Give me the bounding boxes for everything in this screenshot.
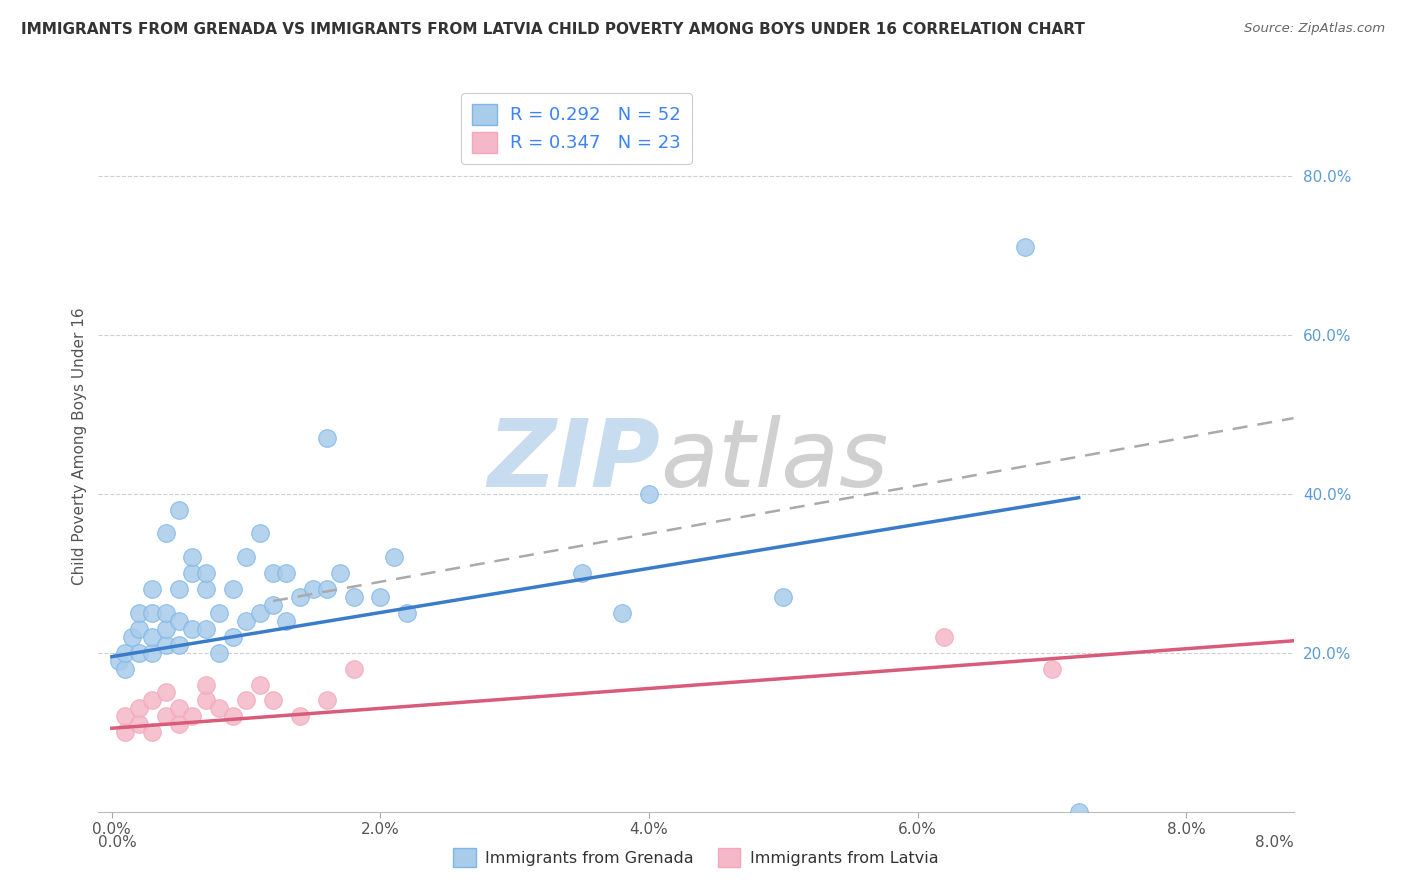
Point bbox=[114, 646, 136, 660]
Legend: Immigrants from Grenada, Immigrants from Latvia: Immigrants from Grenada, Immigrants from… bbox=[447, 842, 945, 873]
Point bbox=[249, 606, 271, 620]
Point bbox=[396, 606, 419, 620]
Point bbox=[155, 526, 177, 541]
Point bbox=[128, 701, 150, 715]
Point bbox=[1014, 240, 1036, 254]
Point bbox=[167, 717, 190, 731]
Point bbox=[167, 502, 190, 516]
Point bbox=[315, 693, 337, 707]
Point bbox=[329, 566, 352, 581]
Point bbox=[141, 646, 163, 660]
Point bbox=[141, 582, 163, 596]
Point bbox=[128, 606, 150, 620]
Point bbox=[121, 630, 143, 644]
Point bbox=[638, 486, 661, 500]
Y-axis label: Child Poverty Among Boys Under 16: Child Poverty Among Boys Under 16 bbox=[72, 307, 87, 585]
Point bbox=[342, 590, 364, 604]
Point bbox=[302, 582, 325, 596]
Point bbox=[262, 566, 284, 581]
Point bbox=[208, 646, 231, 660]
Point bbox=[194, 582, 217, 596]
Point bbox=[222, 630, 245, 644]
Point bbox=[288, 709, 311, 723]
Point bbox=[114, 709, 136, 723]
Point bbox=[167, 701, 190, 715]
Point bbox=[167, 582, 190, 596]
Point bbox=[262, 693, 284, 707]
Point bbox=[114, 725, 136, 739]
Point bbox=[235, 550, 257, 565]
Point bbox=[382, 550, 405, 565]
Text: Source: ZipAtlas.com: Source: ZipAtlas.com bbox=[1244, 22, 1385, 36]
Point bbox=[610, 606, 633, 620]
Point bbox=[194, 566, 217, 581]
Point bbox=[342, 662, 364, 676]
Point bbox=[194, 622, 217, 636]
Point bbox=[181, 550, 204, 565]
Point bbox=[181, 566, 204, 581]
Point bbox=[222, 582, 245, 596]
Point bbox=[155, 709, 177, 723]
Point bbox=[167, 638, 190, 652]
Point bbox=[934, 630, 956, 644]
Text: ZIP: ZIP bbox=[488, 415, 661, 507]
Point bbox=[1040, 662, 1063, 676]
Point bbox=[141, 606, 163, 620]
Point bbox=[288, 590, 311, 604]
Point bbox=[208, 606, 231, 620]
Point bbox=[276, 566, 298, 581]
Point bbox=[1067, 805, 1090, 819]
Point bbox=[155, 685, 177, 699]
Point bbox=[141, 630, 163, 644]
Point bbox=[222, 709, 245, 723]
Point bbox=[194, 693, 217, 707]
Point bbox=[208, 701, 231, 715]
Point bbox=[276, 614, 298, 628]
Point bbox=[155, 606, 177, 620]
Point bbox=[772, 590, 794, 604]
Point bbox=[128, 622, 150, 636]
Point bbox=[155, 622, 177, 636]
Point bbox=[249, 526, 271, 541]
Point bbox=[167, 614, 190, 628]
Point bbox=[128, 646, 150, 660]
Text: 8.0%: 8.0% bbox=[1254, 836, 1294, 850]
Point bbox=[262, 598, 284, 612]
Point bbox=[235, 614, 257, 628]
Point bbox=[571, 566, 593, 581]
Point bbox=[141, 693, 163, 707]
Point bbox=[315, 431, 337, 445]
Text: atlas: atlas bbox=[661, 415, 889, 506]
Text: IMMIGRANTS FROM GRENADA VS IMMIGRANTS FROM LATVIA CHILD POVERTY AMONG BOYS UNDER: IMMIGRANTS FROM GRENADA VS IMMIGRANTS FR… bbox=[21, 22, 1085, 37]
Point bbox=[235, 693, 257, 707]
Point bbox=[128, 717, 150, 731]
Point bbox=[155, 638, 177, 652]
Point bbox=[181, 622, 204, 636]
Point bbox=[370, 590, 392, 604]
Point bbox=[114, 662, 136, 676]
Point bbox=[249, 677, 271, 691]
Point bbox=[181, 709, 204, 723]
Text: 0.0%: 0.0% bbox=[98, 836, 138, 850]
Point bbox=[107, 654, 129, 668]
Point bbox=[194, 677, 217, 691]
Point bbox=[141, 725, 163, 739]
Point bbox=[315, 582, 337, 596]
